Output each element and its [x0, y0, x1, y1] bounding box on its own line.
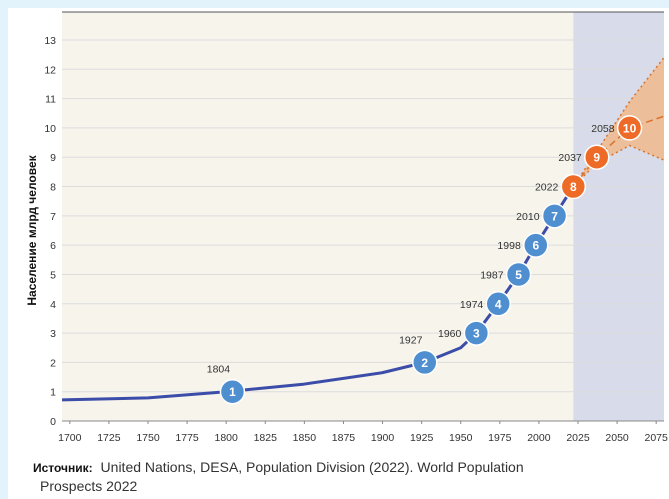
milestone-year-1: 1804 — [207, 364, 231, 376]
y-tick-label-12: 12 — [44, 64, 56, 76]
milestone-marker-6 — [523, 232, 549, 258]
milestone-marker-9 — [584, 144, 610, 170]
milestone-marker-1 — [219, 378, 246, 405]
x-tick-label-1775: 1775 — [175, 432, 199, 444]
milestone-number-5: 5 — [515, 268, 522, 282]
milestone-marker-2 — [412, 349, 438, 376]
milestone-year-8: 2022 — [535, 182, 559, 194]
milestone-marker-8 — [560, 173, 587, 200]
y-tick-label-13: 13 — [44, 35, 56, 47]
y-tick-label-11: 11 — [45, 94, 56, 106]
x-tick-label-1975: 1975 — [488, 432, 512, 444]
milestone-number-7: 7 — [551, 209, 558, 223]
milestone-year-10: 2058 — [591, 123, 615, 135]
y-tick-label-7: 7 — [50, 211, 56, 223]
x-tick-label-1700: 1700 — [58, 432, 82, 444]
projection-median-line — [572, 115, 665, 188]
milestone-marker-5 — [505, 261, 532, 288]
projection-upper-line — [572, 57, 665, 187]
milestone-year-7: 2010 — [516, 211, 540, 223]
milestone-marker-7 — [541, 203, 568, 229]
milestone-marker-3 — [463, 320, 490, 346]
y-tick-label-5: 5 — [50, 269, 56, 281]
source-note: Источник: United Nations, DESA, Populati… — [33, 458, 653, 495]
x-tick-label-1825: 1825 — [254, 432, 278, 444]
source-line-2: Prospects 2022 — [40, 478, 138, 494]
milestone-year-4: 1974 — [460, 299, 484, 311]
x-tick-label-1725: 1725 — [97, 432, 121, 444]
x-tick-label-2075: 2075 — [645, 432, 669, 444]
milestone-number-3: 3 — [473, 327, 480, 341]
past-region — [62, 12, 574, 421]
projection-lower-line — [572, 144, 665, 188]
milestone-number-6: 6 — [532, 239, 539, 253]
y-tick-label-1: 1 — [50, 387, 56, 399]
y-tick-label-6: 6 — [50, 240, 56, 252]
x-tick-label-1950: 1950 — [449, 432, 473, 444]
milestone-year-3: 1960 — [438, 328, 462, 340]
y-tick-label-9: 9 — [50, 152, 56, 164]
source-line-1: United Nations, DESA, Population Divisio… — [100, 459, 524, 475]
y-tick-label-0: 0 — [50, 416, 56, 428]
y-tick-label-8: 8 — [50, 182, 56, 194]
x-tick-label-1925: 1925 — [410, 432, 434, 444]
milestone-year-2: 1927 — [399, 334, 423, 346]
y-tick-label-4: 4 — [50, 299, 56, 311]
x-tick-label-1900: 1900 — [371, 432, 395, 444]
source-label: Источник: — [33, 461, 93, 475]
milestone-number-8: 8 — [570, 180, 577, 194]
milestone-number-4: 4 — [495, 297, 502, 311]
x-tick-label-2000: 2000 — [527, 432, 551, 444]
milestone-year-9: 2037 — [558, 152, 582, 164]
y-axis-label: Население млрд человек — [25, 154, 39, 305]
milestone-marker-10 — [616, 115, 643, 141]
milestone-number-9: 9 — [593, 151, 600, 165]
x-tick-label-2050: 2050 — [605, 432, 629, 444]
y-tick-label-3: 3 — [50, 328, 56, 340]
x-tick-label-2025: 2025 — [566, 432, 590, 444]
x-tick-label-1800: 1800 — [215, 432, 239, 444]
milestone-year-5: 1987 — [480, 269, 504, 281]
milestone-year-6: 1998 — [497, 240, 521, 252]
milestone-number-10: 10 — [623, 121, 637, 135]
x-tick-label-1750: 1750 — [136, 432, 160, 444]
milestone-number-1: 1 — [229, 385, 236, 399]
y-tick-label-10: 10 — [44, 123, 56, 135]
x-tick-label-1850: 1850 — [293, 432, 317, 444]
x-tick-label-1875: 1875 — [332, 432, 356, 444]
milestone-marker-4 — [485, 291, 512, 317]
milestone-number-2: 2 — [421, 356, 428, 370]
y-tick-label-2: 2 — [50, 357, 56, 369]
projection-region — [573, 12, 664, 421]
